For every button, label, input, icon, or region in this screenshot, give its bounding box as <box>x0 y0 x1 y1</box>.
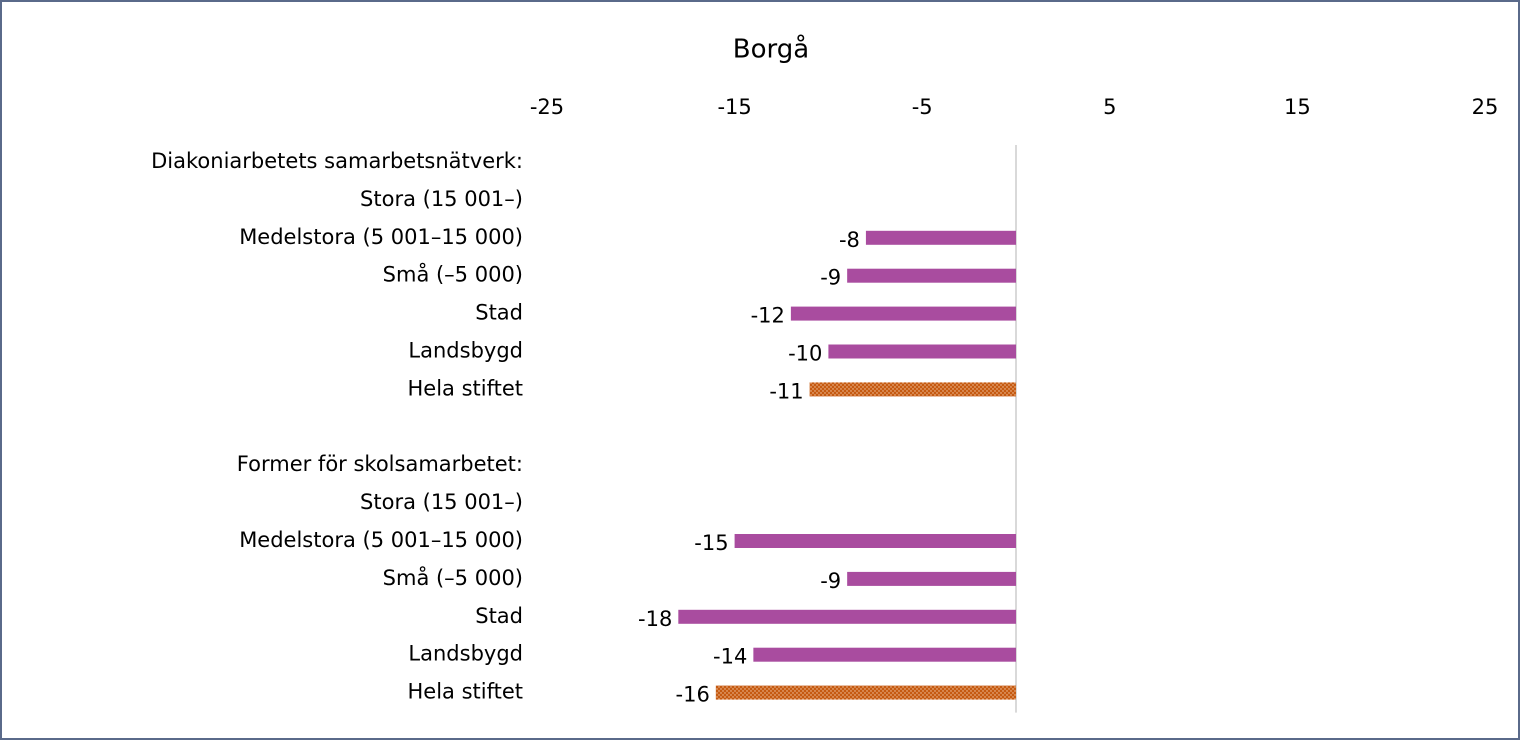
x-tick-label: -5 <box>912 95 933 119</box>
y-tick-label: Stora (15 001–) <box>360 490 523 514</box>
x-tick-label: 5 <box>1103 95 1116 119</box>
y-tick-label: Landsbygd <box>408 339 523 363</box>
bar <box>809 382 1016 397</box>
data-label: -9 <box>820 569 841 593</box>
data-label: -16 <box>676 683 710 707</box>
bar <box>847 268 1016 283</box>
bar <box>678 609 1016 624</box>
data-label: -11 <box>769 379 803 403</box>
x-tick-label: -25 <box>530 95 564 119</box>
y-tick-label: Landsbygd <box>408 642 523 666</box>
y-tick-label: Små (–5 000) <box>383 262 523 287</box>
y-tick-label: Medelstora (5 001–15 000) <box>239 225 523 249</box>
data-label: -9 <box>820 266 841 290</box>
bar <box>865 230 1016 245</box>
bar <box>734 534 1016 548</box>
y-tick-label: Medelstora (5 001–15 000) <box>239 528 523 552</box>
bar <box>753 647 1016 662</box>
y-tick-label: Stora (15 001–) <box>360 187 523 211</box>
bar <box>790 306 1016 321</box>
y-tick-label: Små (–5 000) <box>383 565 523 590</box>
y-tick-label: Stad <box>475 301 523 325</box>
data-label: -10 <box>788 342 822 366</box>
bar <box>828 344 1016 359</box>
data-label: -12 <box>751 304 785 328</box>
y-tick-label: Hela stiftet <box>407 680 523 704</box>
data-label: -15 <box>694 531 728 555</box>
y-tick-label: Diakoniarbetets samarbetsnätverk: <box>151 149 523 173</box>
data-label: -8 <box>839 228 860 252</box>
x-tick-label: 15 <box>1284 95 1311 119</box>
x-tick-label: -15 <box>717 95 751 119</box>
data-label: -14 <box>713 645 747 669</box>
chart-title: Borgå <box>733 34 809 65</box>
data-label: -18 <box>638 607 672 631</box>
y-tick-label: Stad <box>475 604 523 628</box>
bar <box>715 685 1016 700</box>
y-tick-label: Hela stiftet <box>407 376 523 400</box>
x-tick-label: 25 <box>1472 95 1499 119</box>
bar <box>847 571 1016 586</box>
y-tick-label: Former för skolsamarbetet: <box>237 452 523 476</box>
